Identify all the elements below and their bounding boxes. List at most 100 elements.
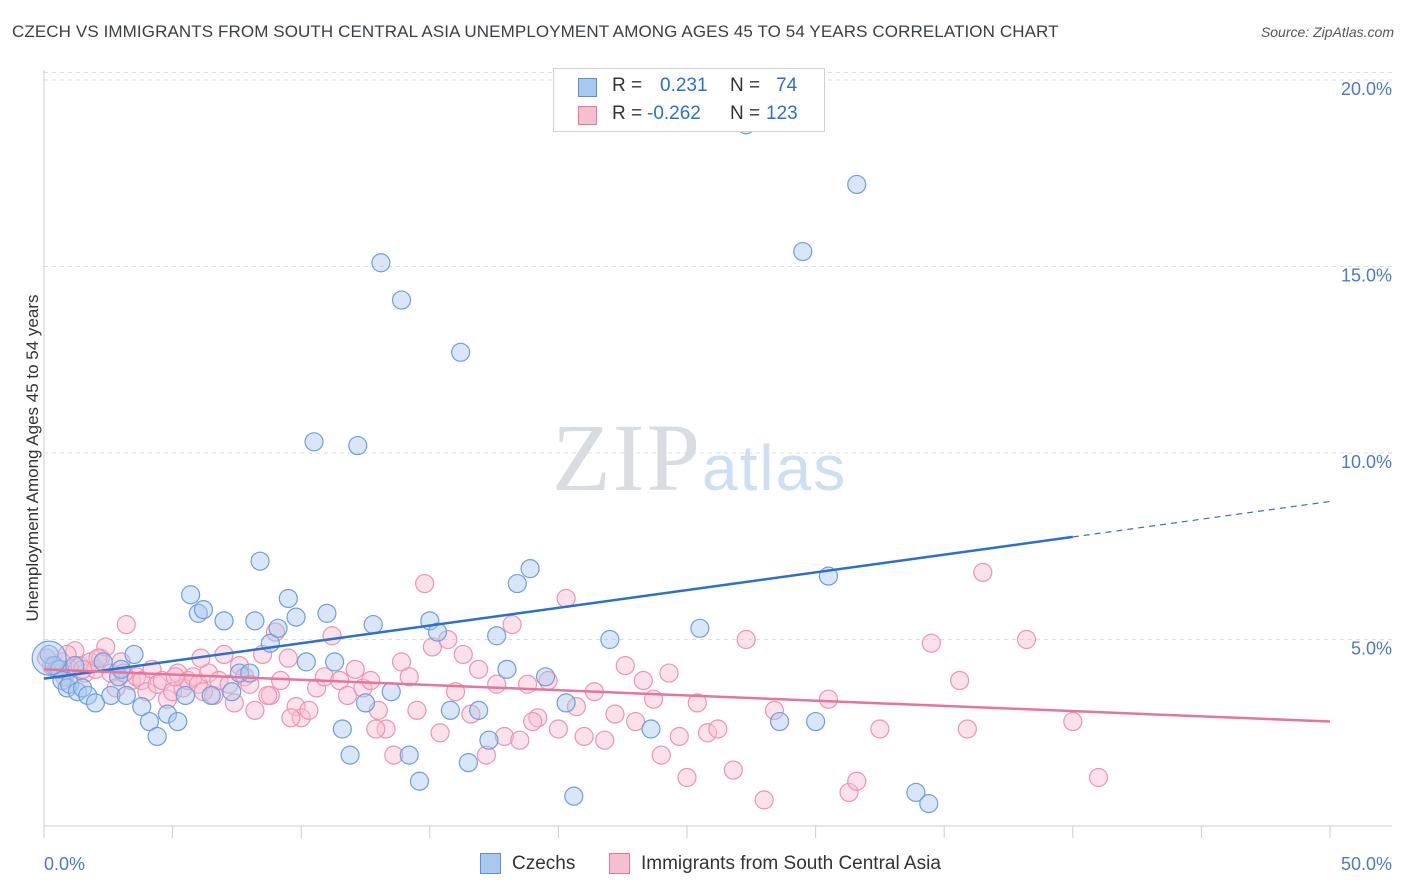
immigrant-point <box>510 730 530 750</box>
trend-lines <box>43 500 1331 723</box>
immigrant-point <box>494 726 514 747</box>
immigrant-point <box>625 711 646 732</box>
czech-point <box>124 644 144 665</box>
czech-point <box>600 629 620 650</box>
immigrant-trend-line <box>43 668 1331 723</box>
y-tick-label: 20.0% <box>1341 79 1392 99</box>
legend-r-value: -0.262 <box>647 103 701 124</box>
immigrant-point <box>163 682 183 702</box>
immigrant-point <box>523 711 543 732</box>
czech-point <box>641 719 661 739</box>
czech-point <box>286 607 306 627</box>
immigrant-point <box>1088 767 1109 788</box>
immigrant-point <box>199 663 219 683</box>
czech-point <box>793 241 813 262</box>
immigrant-point <box>286 697 306 717</box>
y-tick-label: 5.0% <box>1351 639 1392 659</box>
immigrant-point <box>736 629 756 650</box>
legend-n-value: 123 <box>766 103 798 124</box>
legend-n-label: N = <box>730 75 761 96</box>
immigrant-point <box>399 667 419 687</box>
czech-point <box>458 752 478 773</box>
immigrant-point <box>723 760 743 780</box>
czech-point-large <box>31 640 67 676</box>
legend-label-immigrants: Immigrants from South Central Asia <box>641 853 941 874</box>
immigrant-point <box>376 719 396 739</box>
y-tick-label: 15.0% <box>1341 266 1392 286</box>
immigrant-point <box>165 667 185 687</box>
czech-point <box>535 667 556 687</box>
immigrant-point <box>476 745 496 765</box>
immigrant-point <box>291 708 311 728</box>
immigrant-point <box>517 674 538 694</box>
czech-point <box>85 693 106 713</box>
immigrant-point <box>245 700 265 720</box>
source-label: Source: ZipAtlas.com <box>1260 24 1394 40</box>
immigrant-point <box>281 708 301 728</box>
immigrant-point <box>469 659 489 679</box>
immigrant-point <box>566 697 587 717</box>
immigrant-point <box>847 771 867 791</box>
czech-point <box>340 745 360 765</box>
gridlines <box>44 72 1392 640</box>
czech-point <box>201 685 221 706</box>
legend-swatch-pink <box>578 106 597 125</box>
czech-point <box>487 626 507 646</box>
czech-trend-extension <box>1072 500 1331 538</box>
czech-point <box>132 697 152 717</box>
czech-point <box>181 585 201 605</box>
immigrant-point <box>258 685 278 706</box>
czech-point <box>93 652 113 672</box>
czech-point <box>355 693 376 713</box>
immigrant-point <box>430 723 450 743</box>
czech-point <box>147 726 167 747</box>
legend-swatch-blue <box>578 78 597 97</box>
immigrant-point <box>870 719 890 739</box>
immigrant-point <box>669 726 689 747</box>
czech-point <box>906 782 926 803</box>
immigrant-point <box>278 648 298 668</box>
czech-point <box>101 685 121 706</box>
immigrant-point <box>88 648 108 668</box>
immigrant-point <box>438 629 458 650</box>
czech-point <box>469 700 489 720</box>
immigrant-point <box>391 652 412 672</box>
czech-point <box>348 435 368 456</box>
immigrant-point <box>116 614 136 635</box>
czech-point <box>556 693 576 713</box>
immigrant-point <box>921 633 941 653</box>
watermark: ZIPatlas <box>552 404 847 511</box>
czech-point <box>139 711 160 732</box>
czech-point <box>304 432 324 452</box>
immigrant-point <box>422 637 442 657</box>
czech-point <box>690 618 710 638</box>
immigrant-point <box>548 719 569 739</box>
czech-point <box>175 685 196 706</box>
czech-point <box>919 794 939 814</box>
immigrant-point <box>96 637 116 657</box>
czech-point <box>381 682 401 702</box>
immigrant-point <box>453 644 473 665</box>
immigrant-point <box>605 704 625 724</box>
legend-r-value: 0.231 <box>660 75 708 96</box>
immigrant-point <box>307 678 327 698</box>
immigrant-point <box>659 663 679 683</box>
czech-point <box>363 614 383 635</box>
legend-n-value: 74 <box>776 75 798 96</box>
czech-point <box>479 730 499 750</box>
immigrant-point <box>366 719 386 739</box>
immigrant-point <box>708 719 728 739</box>
czech-point <box>214 611 234 631</box>
x-axis-ticks <box>43 826 1331 838</box>
immigrant-point <box>677 767 697 788</box>
czech-point <box>116 685 136 706</box>
czech-point <box>440 700 460 720</box>
immigrant-point <box>407 700 427 720</box>
czech-point <box>193 600 214 620</box>
immigrant-point <box>950 670 970 691</box>
czech-point <box>278 588 298 609</box>
legend-n-label: N = <box>730 103 761 124</box>
immigrant-point <box>322 626 342 646</box>
czech-trend-line <box>43 535 1073 680</box>
